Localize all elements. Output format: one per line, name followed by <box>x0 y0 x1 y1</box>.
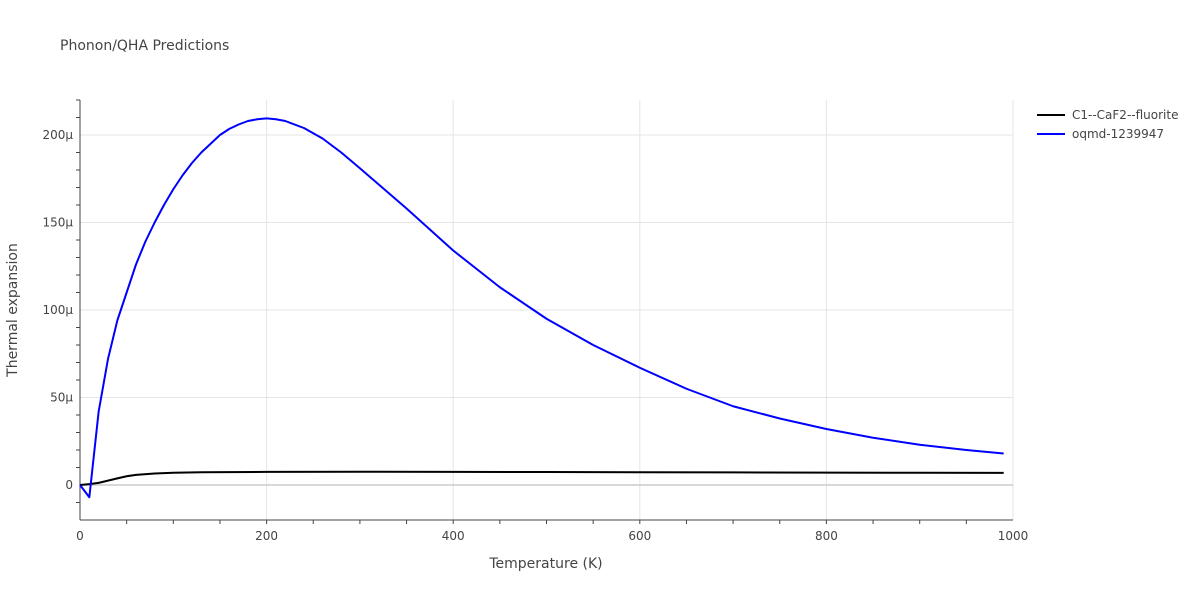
x-tick-label: 200 <box>255 529 278 543</box>
x-tick-label: 400 <box>442 529 465 543</box>
x-axis-title: Temperature (K) <box>488 556 602 572</box>
y-tick-label: 0 <box>65 478 73 492</box>
x-tick-label: 600 <box>628 529 651 543</box>
series-line-2 <box>79 117 1004 499</box>
x-tick-label: 1000 <box>998 529 1029 543</box>
legend: C1--CaF2--fluorite oqmd-1239947 <box>1037 108 1178 141</box>
y-tick-label: 150μ <box>42 216 73 230</box>
y-tick-label: 200μ <box>42 128 73 142</box>
axes: 0 200 400 600 800 1000 0 50μ 100μ 150μ 200μ <box>42 99 1029 543</box>
x-tick-label: 800 <box>815 529 838 543</box>
grid-lines <box>80 100 1014 520</box>
y-tick-label: 100μ <box>42 303 73 317</box>
y-axis-title: Thermal expansion <box>5 243 21 378</box>
legend-label: C1--CaF2--fluorite <box>1072 108 1178 122</box>
x-tick-label: 0 <box>76 529 84 543</box>
legend-label: oqmd-1239947 <box>1072 127 1164 141</box>
y-tick-label: 50μ <box>50 391 73 405</box>
series-line-1 <box>79 470 1004 486</box>
chart-title: Phonon/QHA Predictions <box>60 38 229 54</box>
series-lines <box>79 117 1004 499</box>
